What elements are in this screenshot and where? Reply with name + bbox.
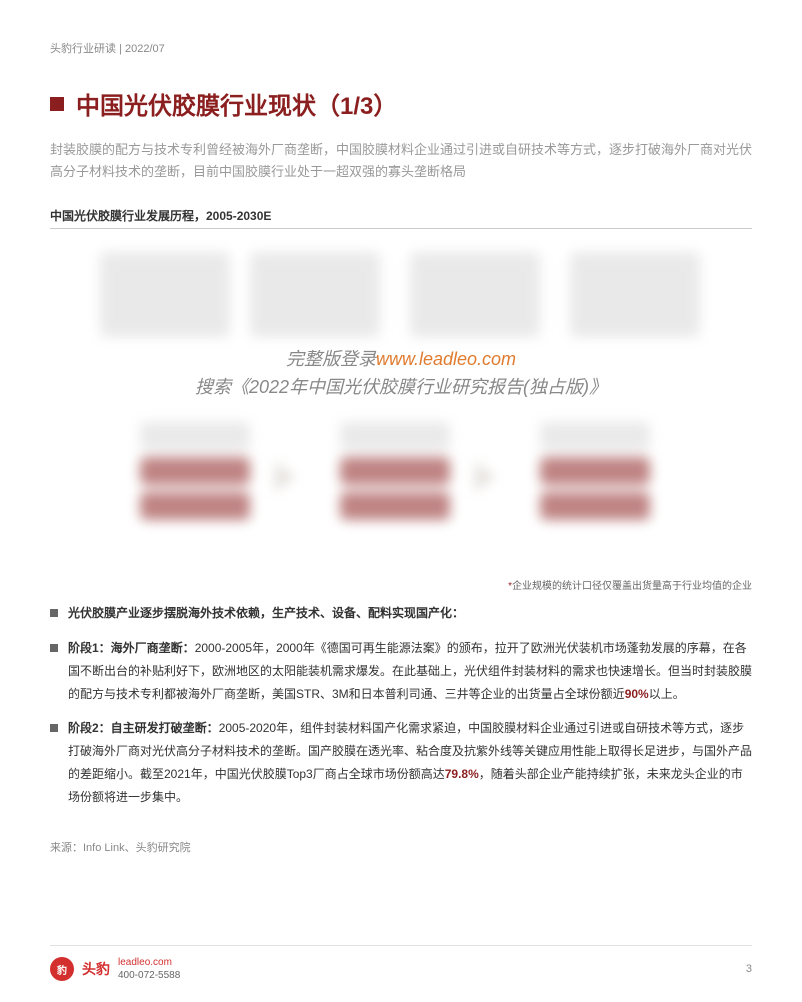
logo-icon: 豹 <box>50 957 74 981</box>
blur-box <box>140 422 250 450</box>
bullet-marker-icon <box>50 724 58 732</box>
bullet-lead: 阶段1：海外厂商垄断： <box>68 641 195 655</box>
blur-box <box>340 492 450 520</box>
bullet-item: 光伏胶膜产业逐步摆脱海外技术依赖，生产技术、设备、配料实现国产化： <box>50 602 752 625</box>
blur-box <box>570 252 700 337</box>
header-meta: 头豹行业研读 | 2022/07 <box>50 40 752 56</box>
source-line: 来源：Info Link、头豹研究院 <box>50 839 752 855</box>
timeline-chart: 完整版登录www.leadleo.com 搜索《2022年中国光伏胶膜行业研究报… <box>50 237 752 557</box>
footnote-text: 企业规模的统计口径仅覆盖出货量高于行业均值的企业 <box>512 581 752 592</box>
bullet-text: 阶段1：海外厂商垄断：2000-2005年，2000年《德国可再生能源法案》的颁… <box>68 637 752 705</box>
blur-box <box>250 252 380 337</box>
page-title-row: 中国光伏胶膜行业现状（1/3） <box>50 86 752 121</box>
page-title: 中国光伏胶膜行业现状（1/3） <box>76 86 397 121</box>
arrow-icon <box>275 462 295 492</box>
highlight-value: 79.8% <box>445 767 479 781</box>
footer-phone: 400-072-5588 <box>118 969 180 982</box>
bullet-item: 阶段2：自主研发打破垄断：2005-2020年，组件封装材料国产化需求紧迫，中国… <box>50 717 752 808</box>
watermark-line-1: 完整版登录www.leadleo.com <box>50 345 752 371</box>
bullet-text: 阶段2：自主研发打破垄断：2005-2020年，组件封装材料国产化需求紧迫，中国… <box>68 717 752 808</box>
footer-site[interactable]: leadleo.com <box>118 956 180 969</box>
blur-box <box>540 422 650 450</box>
bullet-item: 阶段1：海外厂商垄断：2000-2005年，2000年《德国可再生能源法案》的颁… <box>50 637 752 705</box>
footer-left: 豹 头豹 leadleo.com 400-072-5588 <box>50 956 180 982</box>
bullet-marker-icon <box>50 644 58 652</box>
brand-name: 头豹 <box>82 959 110 979</box>
bullet-lead: 阶段2：自主研发打破垄断： <box>68 721 219 735</box>
watermark-line-2: 搜索《2022年中国光伏胶膜行业研究报告(独占版)》 <box>50 373 752 399</box>
bullet-list: 光伏胶膜产业逐步摆脱海外技术依赖，生产技术、设备、配料实现国产化： 阶段1：海外厂… <box>50 602 752 808</box>
page-subtitle: 封装胶膜的配方与技术专利曾经被海外厂商垄断，中国胶膜材料企业通过引进或自研技术等… <box>50 139 752 183</box>
bullet-body-part: 以上。 <box>649 687 685 701</box>
page-number: 3 <box>746 963 752 975</box>
highlight-value: 90% <box>625 687 649 701</box>
bullet-text: 光伏胶膜产业逐步摆脱海外技术依赖，生产技术、设备、配料实现国产化： <box>68 602 752 625</box>
blur-box <box>340 457 450 485</box>
blur-box <box>140 492 250 520</box>
watermark-overlay: 完整版登录www.leadleo.com 搜索《2022年中国光伏胶膜行业研究报… <box>50 345 752 399</box>
footer-contact: leadleo.com 400-072-5588 <box>118 956 180 982</box>
bullet-lead: 光伏胶膜产业逐步摆脱海外技术依赖，生产技术、设备、配料实现国产化： <box>68 606 464 620</box>
blur-box <box>140 457 250 485</box>
blur-box <box>540 457 650 485</box>
bullet-marker-icon <box>50 609 58 617</box>
watermark-link[interactable]: www.leadleo.com <box>376 349 516 369</box>
blur-box <box>540 492 650 520</box>
arrow-icon <box>475 462 495 492</box>
blur-box <box>410 252 540 337</box>
watermark-prefix: 完整版登录 <box>286 349 376 369</box>
page-footer: 豹 头豹 leadleo.com 400-072-5588 3 <box>50 945 752 982</box>
blur-box <box>340 422 450 450</box>
title-marker-icon <box>50 97 64 111</box>
chart-title: 中国光伏胶膜行业发展历程，2005-2030E <box>50 207 752 229</box>
blur-box <box>100 252 230 337</box>
footnote-right: *企业规模的统计口径仅覆盖出货量高于行业均值的企业 <box>50 577 752 592</box>
